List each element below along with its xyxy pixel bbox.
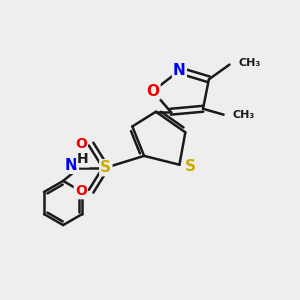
Text: N: N bbox=[173, 63, 186, 78]
Text: CH₃: CH₃ bbox=[238, 58, 261, 68]
Text: S: S bbox=[185, 159, 196, 174]
Text: S: S bbox=[100, 160, 111, 175]
Text: O: O bbox=[75, 137, 87, 151]
Text: O: O bbox=[75, 184, 87, 198]
Text: CH₃: CH₃ bbox=[232, 110, 255, 120]
Text: N: N bbox=[65, 158, 78, 173]
Text: H: H bbox=[77, 152, 89, 167]
Text: O: O bbox=[146, 84, 159, 99]
